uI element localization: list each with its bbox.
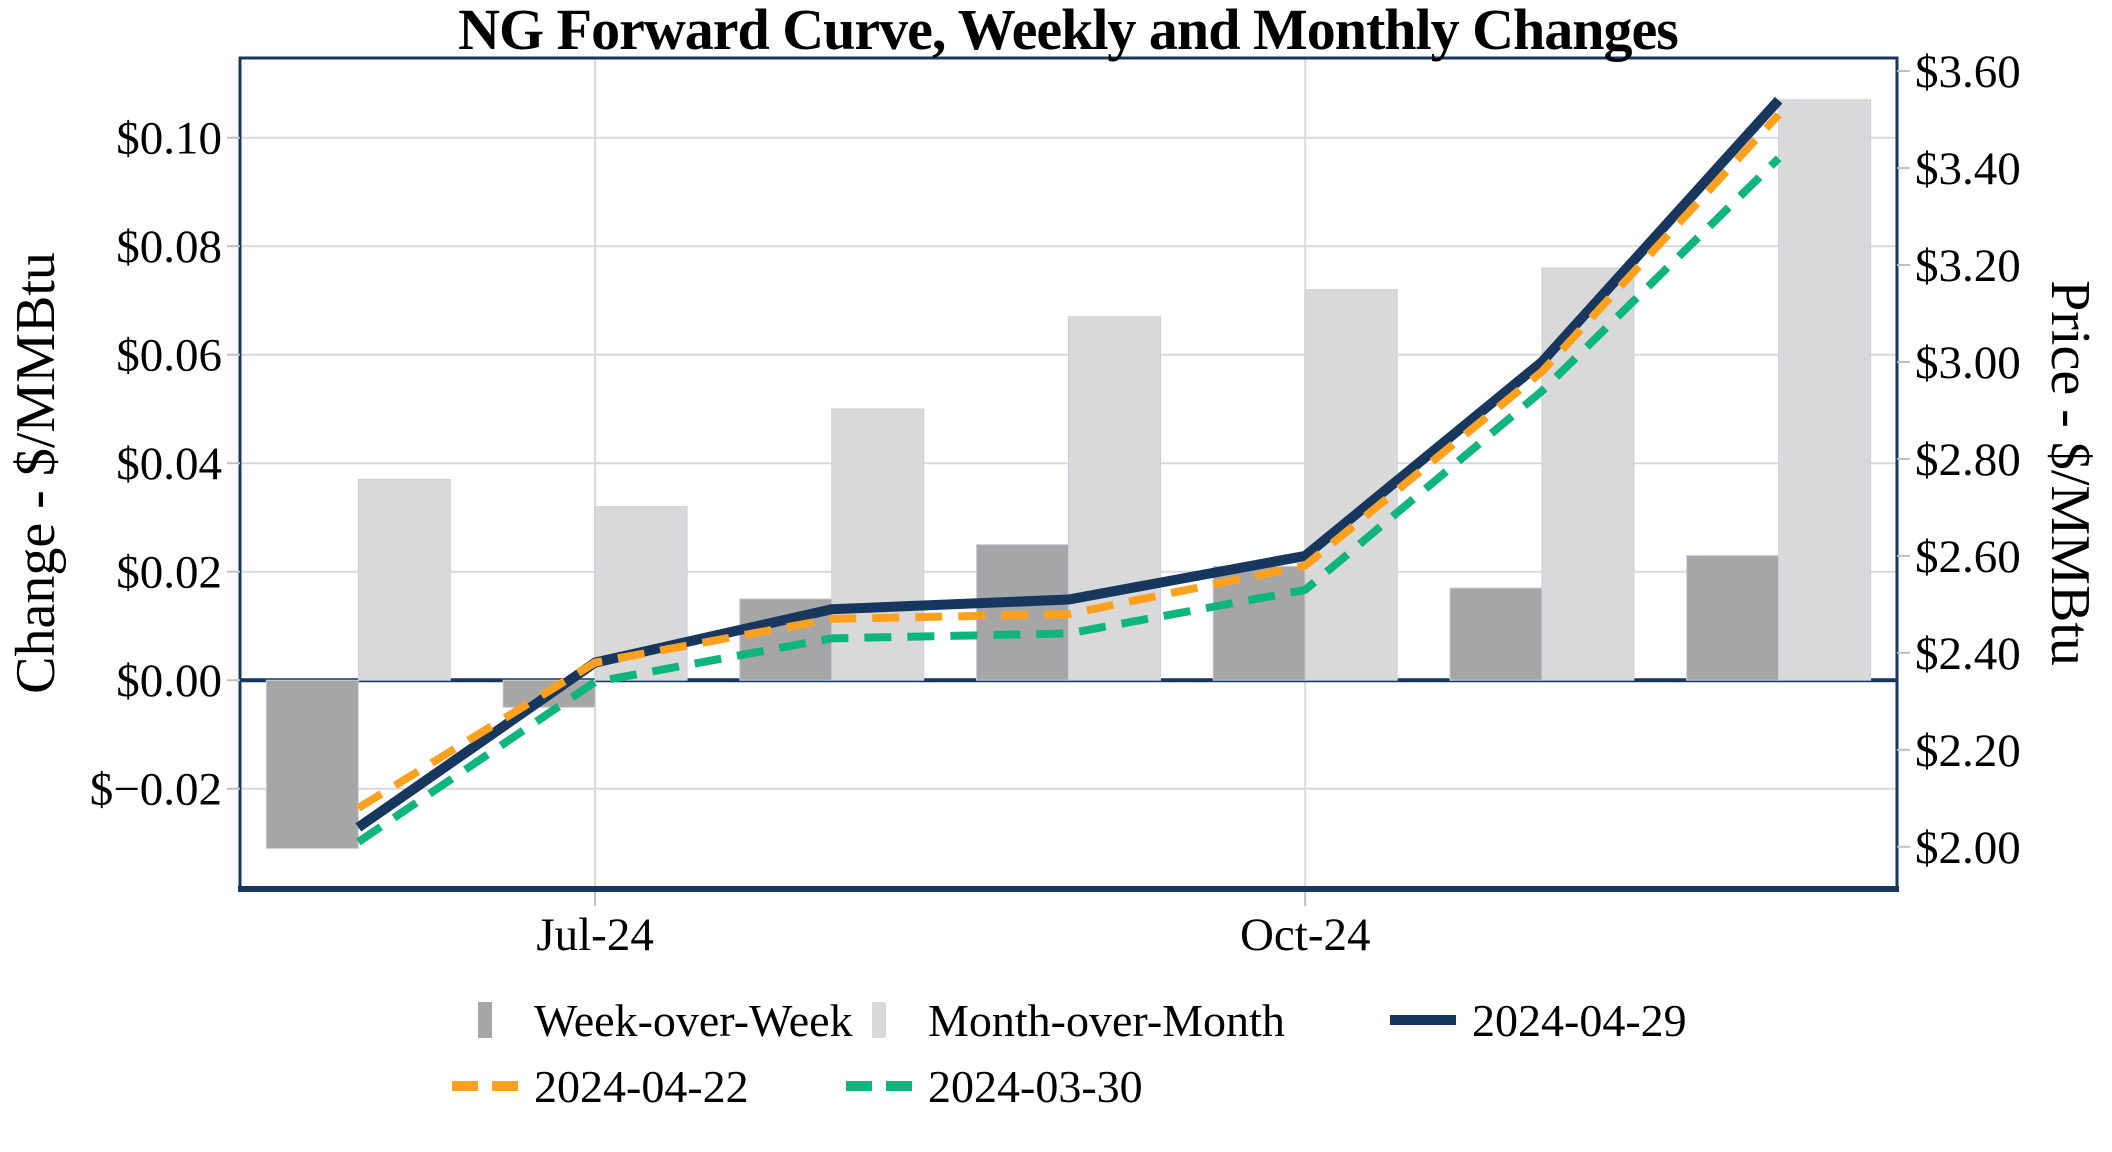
legend-item-2024-03-30: 2024-03-30 bbox=[846, 1058, 1143, 1114]
line-2024-04-22 bbox=[356, 112, 1782, 812]
legend-item-2024-04-29: 2024-04-29 bbox=[1390, 992, 1687, 1048]
bar-week-over-week bbox=[265, 679, 359, 849]
month-over-month-swatch bbox=[872, 1002, 886, 1038]
right-tick-label: $3.20 bbox=[1915, 240, 2021, 292]
right-tick-label: $3.60 bbox=[1915, 46, 2021, 98]
legend-item-2024-04-22: 2024-04-22 bbox=[452, 1058, 749, 1114]
line-2024-04-22-swatch-box bbox=[452, 1081, 518, 1091]
week-over-week-swatch-box bbox=[452, 1002, 518, 1038]
left-tick-label: $0.08 bbox=[116, 221, 222, 273]
week-over-week-swatch bbox=[478, 1002, 492, 1038]
bar-month-over-month bbox=[1778, 99, 1872, 681]
left-tick-label: $0.06 bbox=[116, 330, 222, 382]
right-tick-label: $3.00 bbox=[1915, 337, 2021, 389]
right-axis-title: Price - $/MMBtu bbox=[2039, 280, 2101, 666]
legend-label: 2024-04-29 bbox=[1472, 994, 1687, 1046]
right-tick-label: $2.80 bbox=[1915, 434, 2021, 486]
left-tick-label: $0.02 bbox=[116, 547, 222, 599]
bar-week-over-week bbox=[1449, 587, 1543, 681]
left-tick-label: $−0.02 bbox=[90, 764, 222, 816]
bar-month-over-month bbox=[1541, 267, 1635, 681]
bar-month-over-month bbox=[1304, 289, 1398, 681]
right-tick-label: $2.60 bbox=[1915, 531, 2021, 583]
legend-label: 2024-04-22 bbox=[534, 1060, 749, 1112]
bar-week-over-week bbox=[1686, 554, 1780, 681]
legend-item-week-over-week: Week-over-Week bbox=[452, 992, 853, 1048]
bar-month-over-month bbox=[1068, 316, 1161, 681]
right-tick-label: $2.20 bbox=[1915, 725, 2021, 777]
legend-label: Week-over-Week bbox=[534, 994, 853, 1046]
left-tick-label: $0.00 bbox=[116, 655, 222, 707]
line-2024-04-22-swatch bbox=[452, 1081, 518, 1091]
bar-month-over-month bbox=[357, 479, 451, 681]
right-tick-label: $2.00 bbox=[1915, 822, 2021, 874]
bar-week-over-week bbox=[1212, 565, 1306, 681]
legend-item-month-over-month: Month-over-Month bbox=[846, 992, 1285, 1048]
line-2024-03-30-swatch-box bbox=[846, 1081, 912, 1091]
chart-title: NG Forward Curve, Weekly and Monthly Cha… bbox=[458, 0, 1679, 62]
legend-label: Month-over-Month bbox=[928, 994, 1285, 1046]
line-2024-03-30-swatch bbox=[846, 1081, 912, 1091]
line-2024-03-30 bbox=[356, 155, 1782, 846]
legend-label: 2024-03-30 bbox=[928, 1060, 1143, 1112]
line-2024-04-29-swatch bbox=[1390, 1015, 1456, 1025]
x-tick-label: Jul-24 bbox=[536, 909, 654, 961]
x-tick-label: Oct-24 bbox=[1240, 909, 1371, 961]
left-tick-label: $0.10 bbox=[116, 113, 222, 165]
left-tick-label: $0.04 bbox=[116, 438, 222, 490]
month-over-month-swatch-box bbox=[846, 1002, 912, 1038]
line-2024-04-29-swatch-box bbox=[1390, 1015, 1456, 1025]
left-axis-title: Change - $/MMBtu bbox=[5, 252, 67, 694]
right-tick-label: $3.40 bbox=[1915, 143, 2021, 195]
right-tick-label: $2.40 bbox=[1915, 628, 2021, 680]
